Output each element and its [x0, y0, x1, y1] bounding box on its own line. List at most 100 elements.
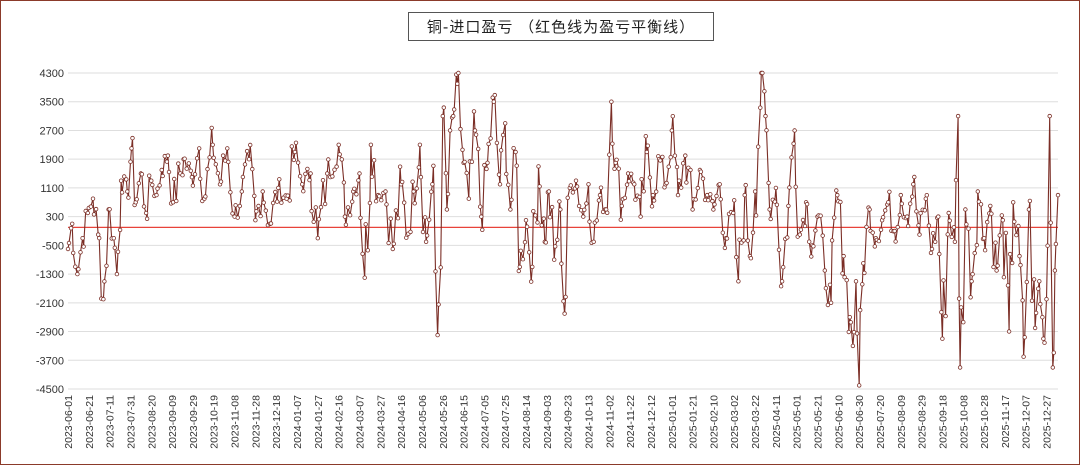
- data-point: [952, 239, 958, 244]
- data-point: [995, 263, 1000, 268]
- data-point: [750, 230, 756, 235]
- data-point: [1007, 251, 1013, 257]
- x-tick-label: 2025-07-20: [875, 395, 887, 449]
- data-point: [1017, 253, 1022, 259]
- data-point: [574, 184, 580, 189]
- data-point: [1050, 365, 1055, 370]
- data-point: [197, 176, 203, 181]
- data-point: [959, 305, 964, 310]
- y-tick-label: 300: [46, 212, 64, 224]
- data-point: [961, 320, 966, 325]
- x-tick-label: 2024-11-02: [604, 395, 616, 448]
- data-point: [670, 113, 675, 119]
- x-tick-label: 2025-06-10: [833, 395, 845, 449]
- data-point: [587, 219, 592, 224]
- data-point: [897, 212, 902, 218]
- data-point: [802, 223, 808, 229]
- data-point: [85, 210, 90, 216]
- data-point: [292, 149, 298, 155]
- data-point: [688, 167, 693, 173]
- data-point: [1035, 286, 1041, 291]
- data-point: [341, 180, 347, 185]
- data-point: [96, 235, 102, 241]
- data-point: [1040, 315, 1045, 320]
- x-tick-label: 2025-04-11: [771, 395, 783, 448]
- data-point: [911, 182, 916, 187]
- data-point: [441, 105, 446, 110]
- data-point: [916, 223, 921, 228]
- data-point: [383, 189, 388, 194]
- data-point: [553, 244, 558, 249]
- data-point: [537, 184, 542, 189]
- x-tick-label: 2023-06-01: [63, 395, 75, 449]
- data-point: [864, 224, 869, 230]
- data-point: [712, 202, 717, 207]
- data-point: [104, 263, 109, 268]
- data-point: [964, 222, 969, 227]
- data-point: [455, 81, 460, 86]
- data-point: [260, 189, 265, 194]
- data-point: [482, 162, 487, 168]
- x-tick-label: 2024-11-22: [625, 395, 637, 448]
- data-point: [1047, 113, 1052, 119]
- data-point: [893, 239, 898, 244]
- data-point: [430, 182, 435, 187]
- data-point: [479, 214, 484, 219]
- data-point: [69, 221, 75, 226]
- data-point: [905, 223, 911, 229]
- data-point: [128, 159, 133, 164]
- data-point: [598, 185, 604, 190]
- x-tick-label: 2024-04-16: [396, 395, 408, 449]
- data-point: [626, 178, 632, 184]
- y-tick-label: 3500: [40, 97, 64, 109]
- data-point: [943, 313, 948, 319]
- data-point: [508, 207, 513, 212]
- data-point: [731, 210, 736, 216]
- data-point: [424, 233, 430, 238]
- data-point: [240, 174, 246, 180]
- data-point: [737, 237, 742, 242]
- data-point: [107, 207, 112, 212]
- data-point: [718, 197, 723, 202]
- data-point: [789, 155, 794, 160]
- data-point: [143, 210, 149, 216]
- data-point: [342, 214, 348, 219]
- x-tick-label: 2023-06-21: [84, 395, 96, 449]
- data-point: [473, 132, 479, 137]
- data-point: [706, 197, 711, 203]
- data-point: [95, 232, 101, 237]
- data-point: [293, 140, 299, 145]
- data-point: [516, 268, 521, 274]
- x-tick-label: 2024-09-23: [563, 395, 575, 449]
- data-point: [514, 163, 519, 168]
- data-point: [559, 261, 564, 266]
- data-point: [1006, 329, 1012, 334]
- data-point: [582, 207, 587, 212]
- data-point: [947, 218, 952, 223]
- y-tick-label: -500: [42, 240, 64, 252]
- data-point: [447, 128, 453, 133]
- data-point: [844, 277, 849, 283]
- data-point: [124, 177, 129, 182]
- data-point: [414, 186, 419, 191]
- data-point: [458, 126, 463, 132]
- data-point: [785, 235, 790, 240]
- data-point: [862, 270, 867, 276]
- data-point: [883, 208, 888, 213]
- data-point: [654, 189, 659, 194]
- data-point: [745, 238, 750, 243]
- data-point: [835, 192, 840, 198]
- data-point: [870, 230, 875, 235]
- data-point: [982, 247, 988, 253]
- data-point: [141, 204, 147, 209]
- data-point: [752, 189, 758, 194]
- data-point: [1042, 340, 1047, 345]
- data-point: [639, 176, 644, 182]
- data-point: [773, 185, 779, 191]
- data-point: [1032, 325, 1038, 331]
- x-tick-label: 2024-08-14: [521, 395, 533, 449]
- data-point: [624, 182, 630, 187]
- data-point: [930, 230, 936, 236]
- data-point: [91, 212, 97, 217]
